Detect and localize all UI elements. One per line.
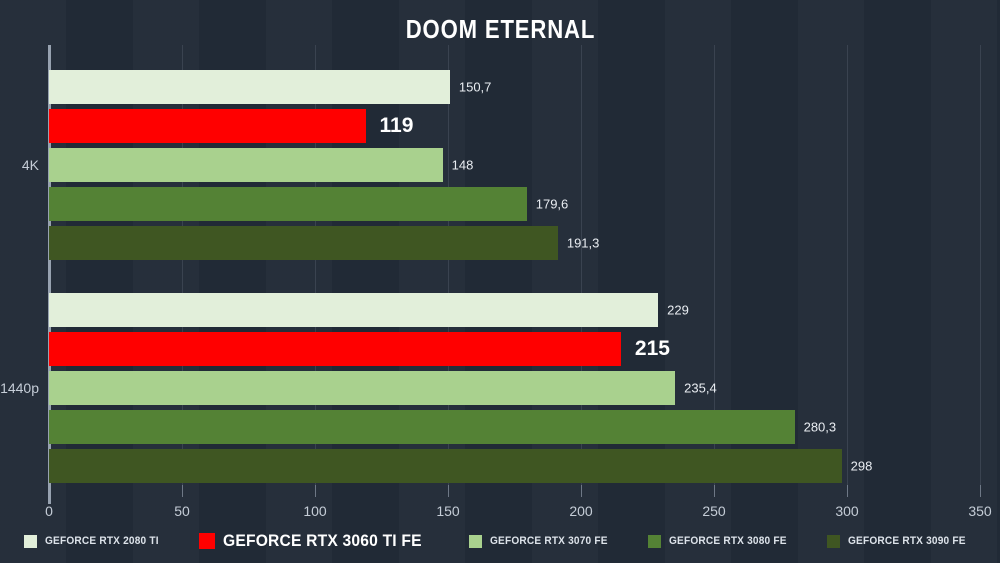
bar-geforce-rtx-3060-ti-fe-1440p: 215 (49, 332, 670, 366)
tick-mark-350 (980, 485, 981, 497)
bar-value-label: 280,3 (803, 419, 837, 435)
x-axis-tick-label-50: 50 (174, 503, 190, 519)
x-axis-tick-label-150: 150 (436, 503, 460, 519)
bar-geforce-rtx-3090-fe-1440p: 298 (49, 449, 872, 483)
legend-item-geforce-rtx-3080-fe: GEFORCE RTX 3080 FE (647, 534, 797, 548)
x-axis-tick-label-300: 300 (835, 503, 859, 519)
x-axis-tick-label-350: 350 (968, 503, 992, 519)
plot-area: 0 50 100 150 200 250 300 350 4K 150,7 119 148 179,6 1… (0, 45, 992, 519)
gridline-100 (315, 45, 316, 497)
bar-value-label: 179,6 (535, 196, 569, 212)
bar-geforce-rtx-3090-fe-4k: 191,3 (49, 226, 599, 260)
gridline-300 (847, 45, 848, 497)
bar-value-label: 298 (850, 458, 873, 474)
bar-value-label: 191,3 (566, 235, 600, 251)
chart-title-text: DOOM ETERNAL (405, 14, 595, 44)
legend-label: GEFORCE RTX 3070 FE (489, 535, 608, 547)
bar-value-label: 229 (667, 302, 689, 318)
tick-mark-200 (581, 485, 582, 497)
gridline-150 (448, 45, 449, 497)
legend-swatch (24, 534, 38, 548)
legend-item-geforce-rtx-3060-ti-fe: GEFORCE RTX 3060 TI FE (198, 531, 439, 551)
x-axis-tick-label-250: 250 (702, 503, 726, 519)
legend-label: GEFORCE RTX 3090 FE (847, 535, 966, 547)
tick-mark-100 (315, 485, 316, 497)
gridline-50 (182, 45, 183, 497)
category-label-4k: 4K (21, 157, 39, 173)
bar-value-label: 150,7 (458, 79, 492, 95)
bar-value-label: 119 (379, 114, 414, 137)
bar-geforce-rtx-3070-fe-4k: 148 (49, 148, 473, 182)
legend-item-geforce-rtx-3090-fe: GEFORCE RTX 3090 FE (826, 534, 976, 548)
legend-label: GEFORCE RTX 3060 TI FE (222, 531, 422, 550)
x-axis-tick-label-100: 100 (303, 503, 327, 519)
bar-geforce-rtx-3080-fe-4k: 179,6 (49, 187, 568, 221)
bar-value-label: 215 (634, 337, 670, 360)
bar-value-label: 235,4 (684, 380, 717, 396)
legend-swatch (647, 534, 661, 548)
x-axis-tick-label-0: 0 (45, 503, 53, 519)
category-label-1440p: 1440p (0, 380, 39, 396)
chart-title: DOOM ETERNAL (0, 14, 1000, 45)
x-axis-tick-label-200: 200 (569, 503, 593, 519)
tick-mark-250 (714, 485, 715, 497)
tick-mark-300 (847, 485, 848, 497)
legend-label: GEFORCE RTX 2080 TI (45, 535, 160, 547)
gridline-350 (980, 45, 981, 497)
bar-geforce-rtx-2080-ti-1440p: 229 (49, 293, 689, 327)
bar-geforce-rtx-3060-ti-fe-4k: 119 (49, 109, 413, 143)
tick-mark-150 (448, 485, 449, 497)
legend-swatch (468, 534, 482, 548)
bar-geforce-rtx-3070-fe-1440p: 235,4 (49, 371, 717, 405)
legend-swatch (198, 533, 215, 549)
gridline-250 (714, 45, 715, 497)
bar-geforce-rtx-3080-fe-1440p: 280,3 (49, 410, 836, 444)
legend-item-geforce-rtx-3070-fe: GEFORCE RTX 3070 FE (468, 534, 618, 548)
legend-swatch (826, 534, 840, 548)
value-axis-line (48, 45, 51, 504)
bar-geforce-rtx-2080-ti-4k: 150,7 (49, 70, 491, 104)
legend-label: GEFORCE RTX 3080 FE (668, 535, 787, 547)
tick-mark-50 (182, 485, 183, 497)
legend-item-geforce-rtx-2080-ti: GEFORCE RTX 2080 TI (24, 534, 169, 548)
legend: GEFORCE RTX 2080 TI GEFORCE RTX 3060 TI F… (0, 528, 1000, 554)
gridline-200 (581, 45, 582, 497)
bar-value-label: 148 (451, 157, 474, 173)
